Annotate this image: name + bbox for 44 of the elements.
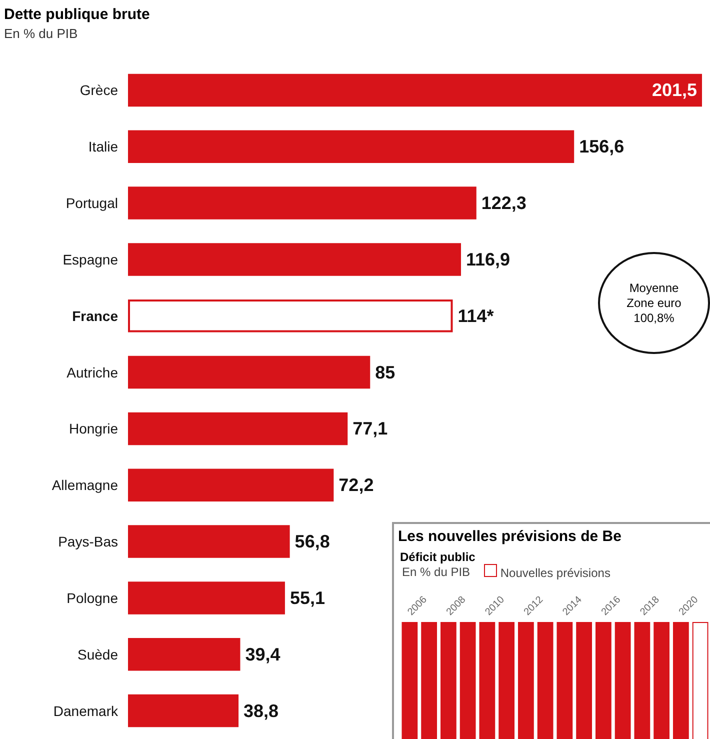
bar — [128, 186, 476, 220]
y-tick-label: Autriche — [66, 364, 118, 380]
y-tick-label: Allemagne — [52, 477, 118, 494]
data-label: 39,4 — [245, 644, 280, 664]
data-label: 55,1 — [290, 588, 326, 608]
data-label: 116,9 — [466, 249, 510, 270]
y-tick-label: Italie — [88, 138, 118, 155]
bar — [128, 356, 370, 389]
bar — [128, 525, 290, 558]
data-label: 85 — [375, 362, 396, 382]
y-tick-label: Hongrie — [68, 420, 118, 437]
bar — [128, 582, 285, 614]
y-tick-label: Danemark — [53, 702, 119, 719]
bar — [128, 694, 239, 728]
bar — [128, 412, 348, 446]
y-tick-label: Pologne — [66, 590, 118, 606]
data-label: 122,3 — [481, 193, 526, 214]
data-label: 114* — [458, 306, 494, 326]
data-label: 156,6 — [579, 136, 624, 157]
bar — [128, 74, 702, 107]
annotation: Nouvelles prévisions — [500, 566, 610, 580]
data-label: 201,5 — [652, 80, 697, 100]
chart-subtitle: En % du PIB — [4, 26, 78, 41]
bar — [128, 468, 334, 502]
chart-subtitle: Déficit public — [400, 550, 476, 564]
y-tick-label: France — [72, 308, 118, 324]
annotation: En % du PIB — [402, 565, 470, 579]
bar — [128, 130, 574, 163]
y-tick-label: Portugal — [66, 195, 118, 212]
y-tick-label: Suède — [78, 646, 118, 662]
data-label: 77,1 — [352, 418, 388, 439]
annotation: Moyenne Zone euro 100,8% — [626, 280, 682, 326]
bar — [128, 638, 240, 671]
bar — [128, 300, 453, 332]
data-label: 38,8 — [244, 700, 279, 721]
y-tick-label: Pays-Bas — [58, 534, 118, 550]
y-tick-label: Grèce — [80, 82, 118, 98]
chart-title: Dette publique brute — [4, 6, 150, 23]
y-tick-label: Espagne — [62, 251, 118, 268]
chart-title: Les nouvelles prévisions de Be — [398, 528, 622, 545]
ellipse-outline: Moyenne Zone euro 100,8% — [598, 252, 710, 354]
data-label: 56,8 — [294, 532, 330, 552]
data-label: 72,2 — [338, 475, 374, 496]
bar — [128, 243, 462, 276]
